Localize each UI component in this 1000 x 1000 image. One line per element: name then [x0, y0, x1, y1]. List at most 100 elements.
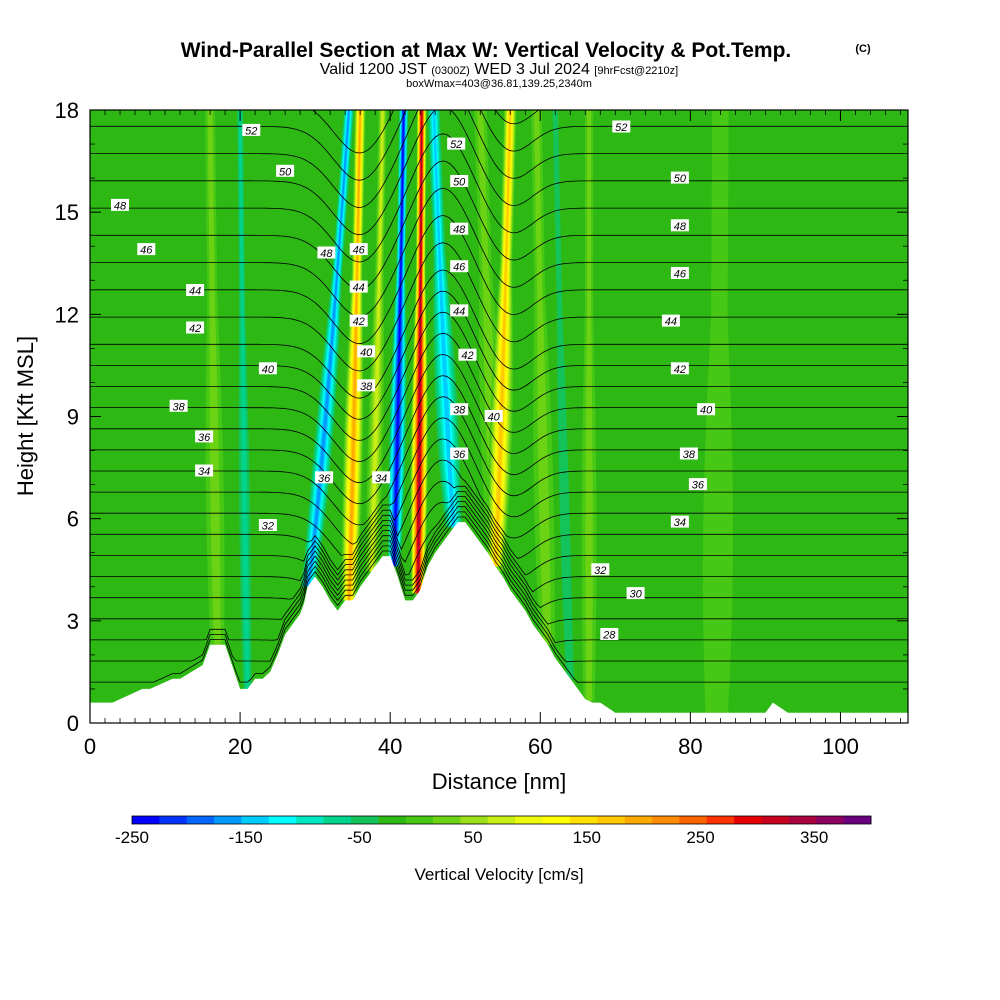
y-tick-label: 0: [67, 711, 79, 736]
isentrope-line: [90, 459, 908, 571]
theta-label-box: [697, 403, 716, 416]
colorbar-swatch: [734, 816, 762, 824]
isentrope-line: [90, 269, 908, 399]
theta-label-text: 46: [353, 245, 366, 257]
theta-label: 42: [458, 348, 477, 362]
theta-label-box: [679, 447, 698, 460]
colorbar-tick-label: 150: [573, 828, 601, 847]
theta-label-box: [357, 345, 376, 358]
theta-label-text: 52: [615, 122, 627, 134]
theta-label-box: [484, 410, 503, 422]
colorbar-swatch: [515, 816, 543, 824]
theta-label-box: [195, 430, 214, 443]
colorbar-swatch: [542, 816, 571, 824]
theta-label-text: 40: [360, 347, 373, 359]
theta-label-box: [450, 403, 469, 416]
isentrope-line: [90, 110, 908, 236]
theta-label-text: 42: [189, 323, 201, 335]
theta-label-text: 50: [674, 173, 687, 185]
isentrope-line: [90, 215, 908, 345]
theta-label-box: [450, 304, 469, 317]
velocity-band-shade: [552, 110, 574, 679]
theta-label-box: [450, 260, 469, 273]
theta-label: 38: [357, 379, 376, 393]
isentrope-line: [90, 110, 908, 181]
colorbar: -250 -150 -50 50 150 250 350: [115, 815, 872, 847]
x-tick-label: 40: [378, 734, 402, 759]
theta-label-box: [670, 219, 689, 232]
velocity-band: [341, 110, 366, 601]
velocity-band-shade: [417, 110, 422, 594]
colorbar-swatch: [706, 816, 735, 824]
theta-label-box: [458, 348, 477, 361]
valid-time-line: Valid 1200 JST (0300Z) WED 3 Jul 2024 [9…: [320, 61, 678, 78]
theta-label-text: 44: [665, 316, 677, 328]
theta-label-text: 38: [360, 381, 373, 393]
theta-label: 42: [670, 362, 689, 376]
theta-label-box: [315, 471, 334, 484]
theta-label-box: [242, 123, 261, 136]
theta-label-box: [626, 587, 645, 600]
theta-label: 46: [670, 267, 689, 281]
velocity-band: [702, 110, 733, 713]
velocity-band-shade: [207, 110, 221, 645]
theta-label: 32: [258, 519, 277, 533]
theta-label-box: [688, 478, 707, 491]
colorbar-swatch: [241, 816, 270, 824]
velocity-bands: [205, 110, 733, 713]
theta-label-box: [357, 379, 376, 392]
theta-label-text: 48: [453, 224, 466, 236]
theta-label: 32: [591, 563, 610, 577]
theta-label: 36: [688, 478, 707, 492]
theta-label-text: 42: [674, 364, 686, 376]
isentrope-line: [90, 242, 908, 372]
theta-label-box: [186, 284, 205, 296]
colorbar-label: Vertical Velocity [cm/s]: [414, 865, 583, 884]
theta-label-box: [258, 362, 277, 375]
isentrope-line: [90, 417, 908, 545]
theta-label: 50: [670, 171, 689, 185]
forecast-info: [9hrFcst@2210z]: [594, 65, 678, 77]
theta-label-text: 34: [198, 466, 210, 478]
theta-label-text: 28: [602, 630, 616, 642]
x-tick-label: 0: [84, 734, 96, 759]
velocity-band-shade: [702, 110, 733, 713]
theta-label: 52: [242, 123, 261, 137]
valid-date: WED 3 Jul 2024: [474, 61, 590, 78]
theta-label: 44: [450, 304, 469, 318]
theta-label: 38: [450, 403, 469, 417]
theta-label: 36: [450, 447, 469, 461]
colorbar-swatch: [296, 816, 324, 824]
theta-label-box: [670, 267, 689, 279]
velocity-band-shade: [348, 110, 361, 601]
theta-label-box: [349, 243, 368, 256]
terrain-mask: [90, 522, 908, 723]
colorbar-swatch: [132, 816, 160, 824]
theta-label: 50: [276, 164, 295, 178]
colorbar-tick-label: 50: [464, 828, 483, 847]
theta-label-box: [670, 515, 689, 528]
isentrope-line: [90, 353, 908, 484]
isentrope-line: [90, 396, 908, 526]
chart-title: Wind-Parallel Section at Max W: Vertical…: [181, 39, 792, 62]
theta-label: 48: [670, 219, 689, 233]
theta-label: 44: [186, 284, 205, 298]
theta-label-text: 36: [692, 480, 705, 492]
y-axis-label: Height [Kft MSL]: [13, 336, 38, 496]
x-axis-label: Distance [nm]: [432, 769, 567, 794]
theta-label-box: [317, 246, 336, 259]
isentrope-line: [90, 438, 908, 557]
isentrope-lines: [90, 110, 908, 683]
colorbar-tick-label: 350: [800, 828, 828, 847]
colorbar-swatch: [597, 816, 626, 824]
velocity-band: [205, 110, 225, 645]
colorbar-swatch: [186, 816, 215, 824]
isentrope-line: [90, 506, 908, 644]
colorbar-tick-label: -250: [115, 828, 149, 847]
theta-label: 52: [612, 120, 631, 134]
theta-label-text: 48: [114, 200, 127, 212]
theta-label-box: [276, 164, 295, 177]
theta-label-text: 50: [453, 177, 466, 189]
colorbar-swatch: [761, 816, 790, 824]
isentrope-line: [90, 491, 908, 593]
